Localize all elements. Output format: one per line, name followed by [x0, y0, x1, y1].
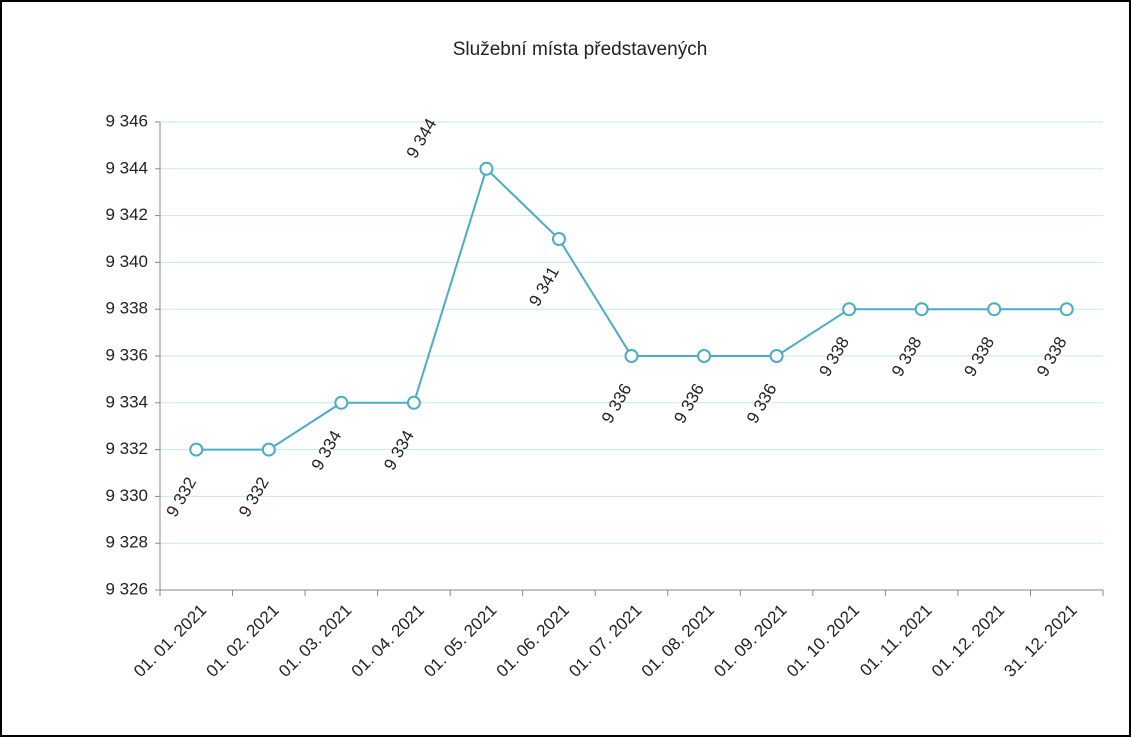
chart-title: Služební místa představených — [453, 39, 708, 60]
point — [697, 349, 712, 363]
y-tick-label: 9 330 — [105, 486, 148, 505]
y-tick-label: 9 328 — [105, 533, 148, 552]
y-tick-label: 9 334 — [105, 392, 148, 411]
y-tick-label: 9 342 — [105, 205, 148, 224]
point — [334, 395, 349, 410]
y-tick-label: 9 326 — [105, 579, 148, 598]
point — [189, 442, 204, 457]
point — [1059, 302, 1074, 317]
point — [406, 395, 421, 410]
y-tick-label: 9 332 — [105, 439, 148, 458]
point — [842, 302, 857, 317]
point — [769, 349, 784, 363]
point — [261, 442, 276, 457]
point — [479, 161, 494, 176]
y-tick-label: 9 338 — [105, 299, 148, 318]
y-tick-label: 9 336 — [105, 345, 148, 364]
point — [914, 302, 929, 317]
point — [987, 302, 1002, 317]
point — [551, 232, 566, 246]
y-tick-label: 9 344 — [105, 158, 148, 177]
y-tick-label: 9 346 — [105, 111, 148, 130]
point — [624, 349, 639, 363]
y-tick-label: 9 340 — [105, 252, 148, 271]
